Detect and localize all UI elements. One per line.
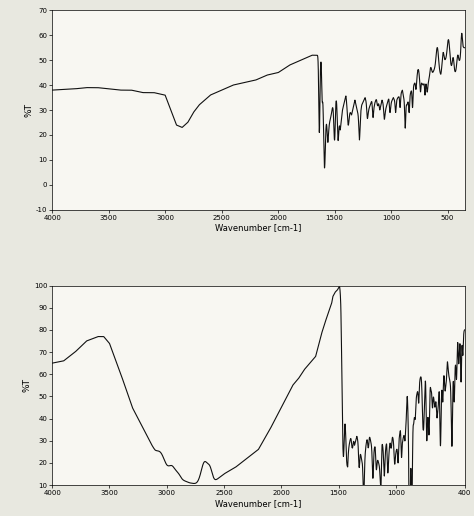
Y-axis label: %T: %T xyxy=(24,103,33,117)
X-axis label: Wavenumber [cm-1]: Wavenumber [cm-1] xyxy=(215,223,301,232)
Y-axis label: %T: %T xyxy=(22,378,31,392)
X-axis label: Wavenumber [cm-1]: Wavenumber [cm-1] xyxy=(215,498,301,508)
